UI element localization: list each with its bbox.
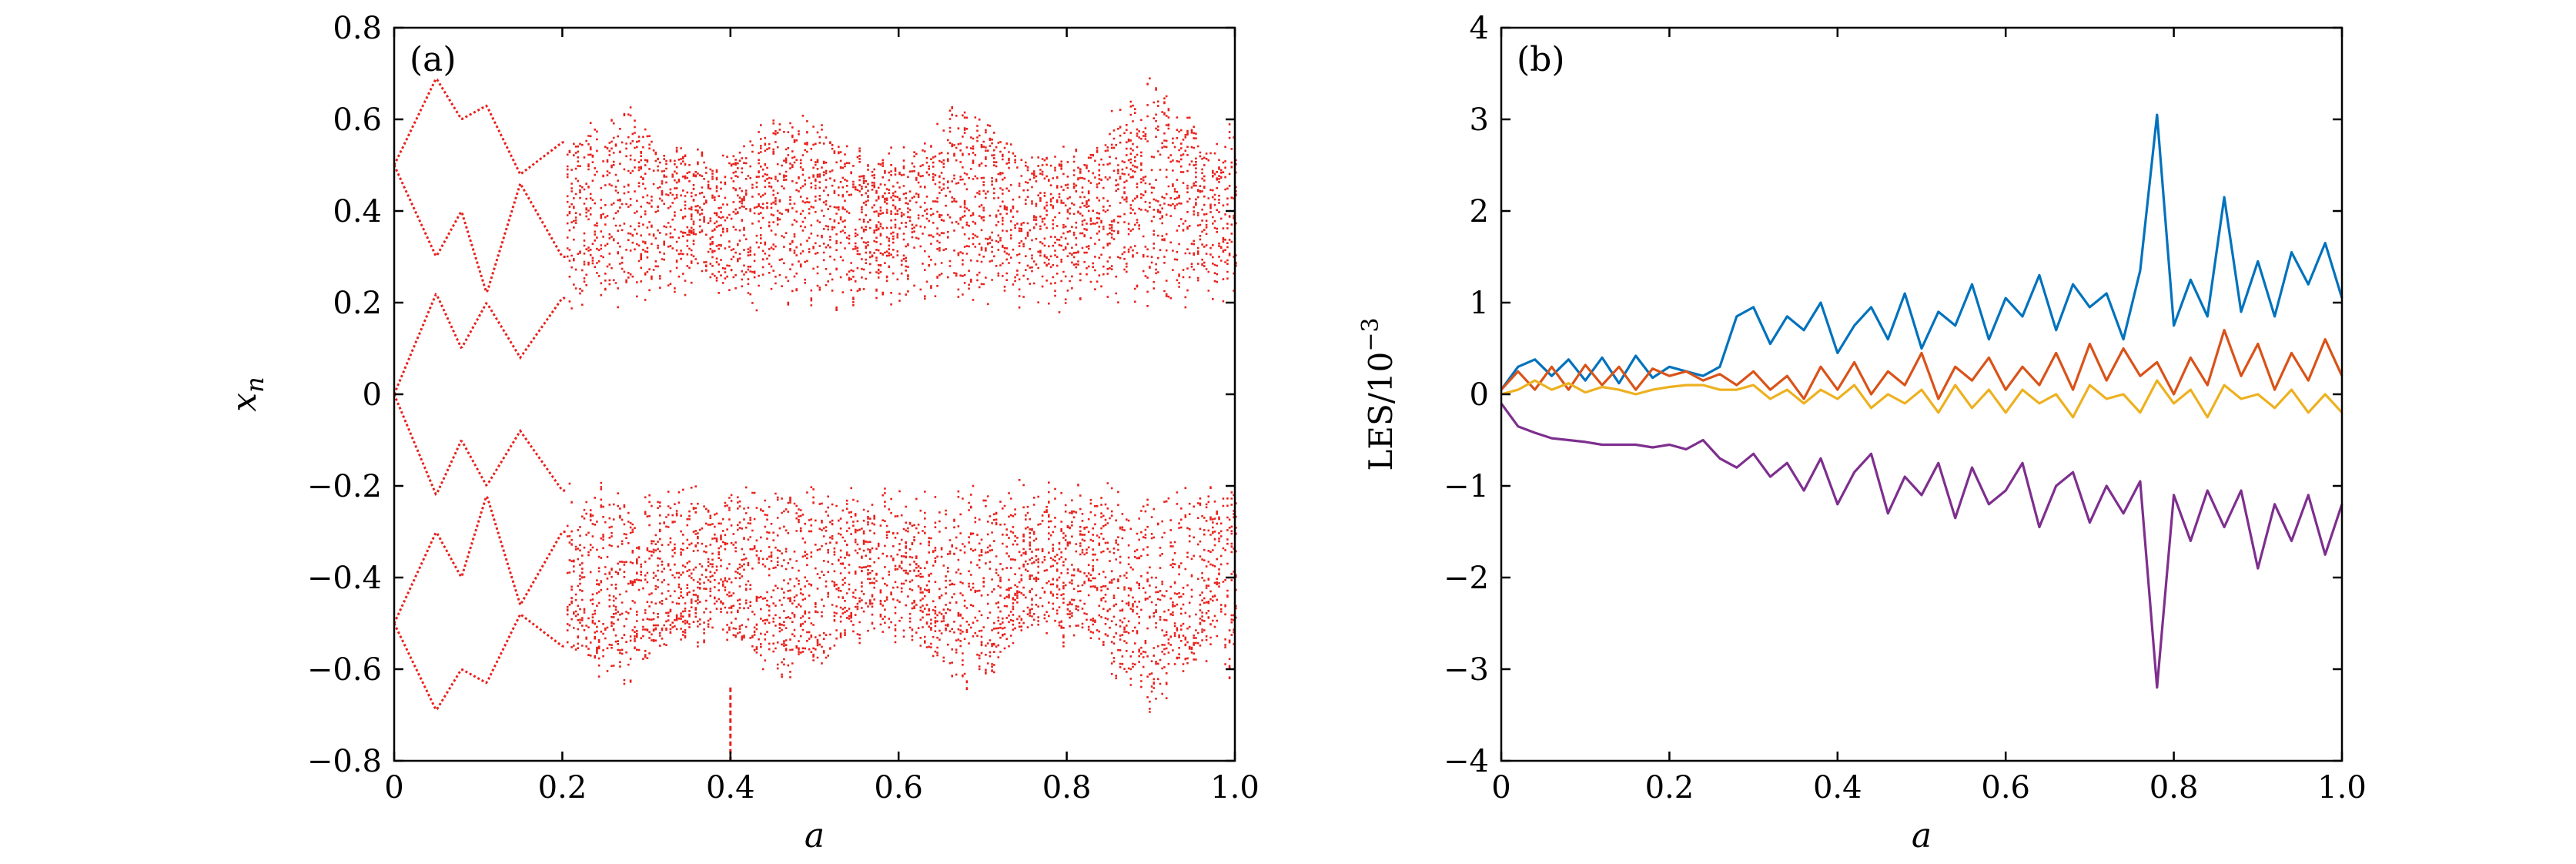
- panel-b-ylabel-exponent: −3: [1357, 317, 1384, 351]
- panel-b-ytick-label: −2: [1444, 561, 1489, 596]
- panel-a-xtick-label: 0: [384, 770, 403, 805]
- panel-a-ytick-label: 0: [363, 377, 382, 413]
- panel-b-ytick-label: −1: [1444, 469, 1489, 504]
- panel-b-ticks: 0 0.2 0.4 0.6 0.8 1.0 −4 −3 −2 −1 0 1 2 3 4: [1444, 11, 2367, 805]
- periodic-branch-outer: [393, 612, 566, 712]
- panel-a-ytick-label: −0.2: [307, 469, 382, 504]
- panel-b-ytick-label: 2: [1470, 194, 1489, 229]
- panel-a-ylabel-main: x: [225, 393, 264, 412]
- panel-b-xtick-label: 0: [1491, 770, 1510, 805]
- panel-a-xtick-label: 0.2: [538, 770, 587, 805]
- panel-b-ytick-label: 3: [1470, 102, 1489, 138]
- panel-a-frame: [393, 26, 1236, 762]
- panel-b-xtick-label: 0.6: [1981, 770, 2030, 805]
- periodic-branch-outer: [393, 77, 566, 176]
- lyapunov-series: [1500, 113, 2343, 689]
- panel-a-xtick-label: 0.8: [1042, 770, 1092, 805]
- series-line-le1: [1500, 113, 2343, 391]
- periodic-branch-inner: [393, 164, 566, 295]
- panel-b-xtick-label: 0.4: [1813, 770, 1862, 805]
- series-line-le4: [1500, 402, 2343, 689]
- panel-a-xtick-label: 0.6: [874, 770, 923, 805]
- periodic-branch-mid: [393, 293, 566, 395]
- panel-b-ytick-label: 1: [1470, 286, 1489, 321]
- panel-b-xtick-label: 0.2: [1645, 770, 1694, 805]
- panel-a-ticks: 0 0.2 0.4 0.6 0.8 1.0 −0.8 −0.6 −0.4 −0.2 0 0.2 0.4 0…: [307, 11, 1260, 805]
- panel-b-xtick-label: 0.8: [2149, 770, 2199, 805]
- panel-a-ytick-label: 0.2: [333, 286, 382, 321]
- panel-b-ytick-label: −4: [1444, 744, 1489, 779]
- chaotic-region-points: [566, 77, 1237, 713]
- panel-a-xtick-label: 1.0: [1210, 770, 1260, 805]
- panel-b-xlabel: a: [1912, 816, 1932, 856]
- bifurcation-points: [393, 77, 1237, 761]
- series-line-le3: [1500, 379, 2343, 419]
- periodic-branch-mid: [393, 393, 566, 496]
- panel-b-ytick-label: 4: [1470, 11, 1489, 46]
- panel-a-ylabel: xn: [225, 377, 269, 411]
- panel-a-ytick-label: 0.4: [333, 194, 382, 229]
- panel-a-ylabel-subscript: n: [240, 377, 269, 393]
- panel-b-xtick-label: 1.0: [2317, 770, 2367, 805]
- panel-b-ytick-label: 0: [1470, 377, 1489, 413]
- panel-b-ytick-label: −3: [1444, 652, 1489, 688]
- panel-b-label: (b): [1517, 40, 1565, 79]
- panel-a-ytick-label: 0.8: [333, 11, 382, 46]
- panel-a-bifurcation: 0 0.2 0.4 0.6 0.8 1.0 −0.8 −0.6 −0.4 −0.2 0 0.2 0.4 0…: [225, 11, 1260, 856]
- panel-a-xlabel: a: [805, 816, 825, 856]
- panel-b-ylabel: LES/10−3: [1357, 317, 1400, 471]
- panel-a-ytick-label: −0.4: [307, 561, 382, 596]
- periodic-branch-inner: [393, 494, 566, 625]
- series-line-le2: [1500, 329, 2343, 400]
- panel-a-xtick-label: 0.4: [706, 770, 755, 805]
- panel-b-lyapunov: 0 0.2 0.4 0.6 0.8 1.0 −4 −3 −2 −1 0 1 2 3 4 (b) a LES/…: [1357, 11, 2367, 856]
- panel-a-ytick-label: 0.6: [333, 102, 382, 138]
- panel-a-label: (a): [410, 40, 457, 79]
- panel-a-ytick-label: −0.8: [307, 744, 382, 779]
- panel-a-ytick-label: −0.6: [307, 652, 382, 688]
- panel-b-frame: [1500, 26, 2343, 762]
- panel-b-ylabel-main: LES/10: [1362, 352, 1400, 471]
